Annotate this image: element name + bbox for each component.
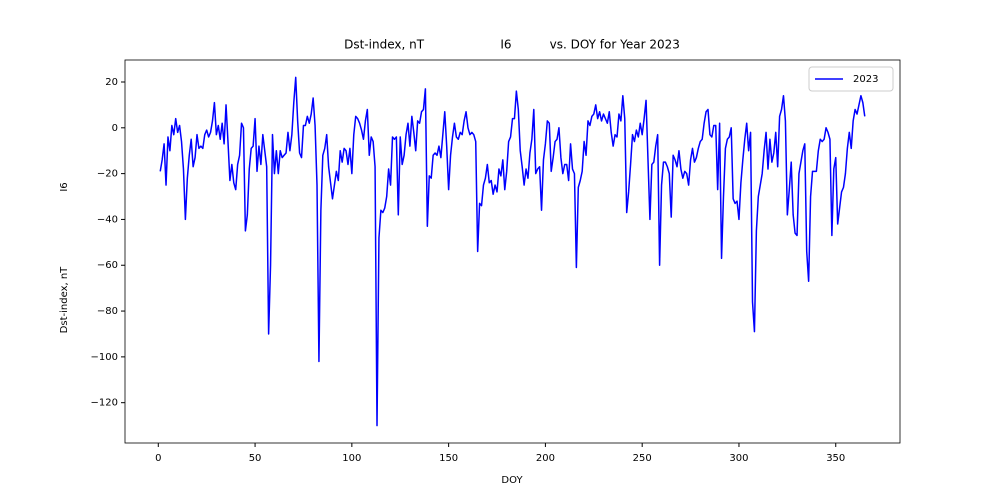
y-tick-label: 20 <box>105 77 118 88</box>
y-tick-label: 0 <box>112 123 118 134</box>
x-axis-label: DOY <box>501 475 523 486</box>
legend-label: 2023 <box>853 74 878 85</box>
plot-frame <box>124 59 901 444</box>
y-tick-label: −60 <box>97 260 118 271</box>
x-tick-label: 100 <box>342 453 361 464</box>
x-tick-label: 300 <box>729 453 748 464</box>
y-tick-label: −40 <box>97 214 118 225</box>
chart-title: Dst-index, nT I6 vs. DOY for Year 2023 <box>344 38 680 52</box>
y-tick-label: −120 <box>91 398 118 409</box>
x-tick-label: 0 <box>155 453 161 464</box>
x-tick-label: 50 <box>249 453 262 464</box>
y-axis-label: I6 <box>59 182 70 191</box>
legend-box <box>808 66 894 92</box>
data-line <box>159 76 866 427</box>
y-tick-label: −100 <box>91 352 118 363</box>
y-tick-label: −20 <box>97 169 118 180</box>
x-tick-label: 150 <box>439 453 458 464</box>
x-tick-label: 250 <box>633 453 652 464</box>
x-tick-label: 350 <box>826 453 845 464</box>
x-tick-label: 200 <box>536 453 555 464</box>
y-axis-label: Dst-index, nT <box>59 266 70 333</box>
y-tick-label: −80 <box>97 306 118 317</box>
